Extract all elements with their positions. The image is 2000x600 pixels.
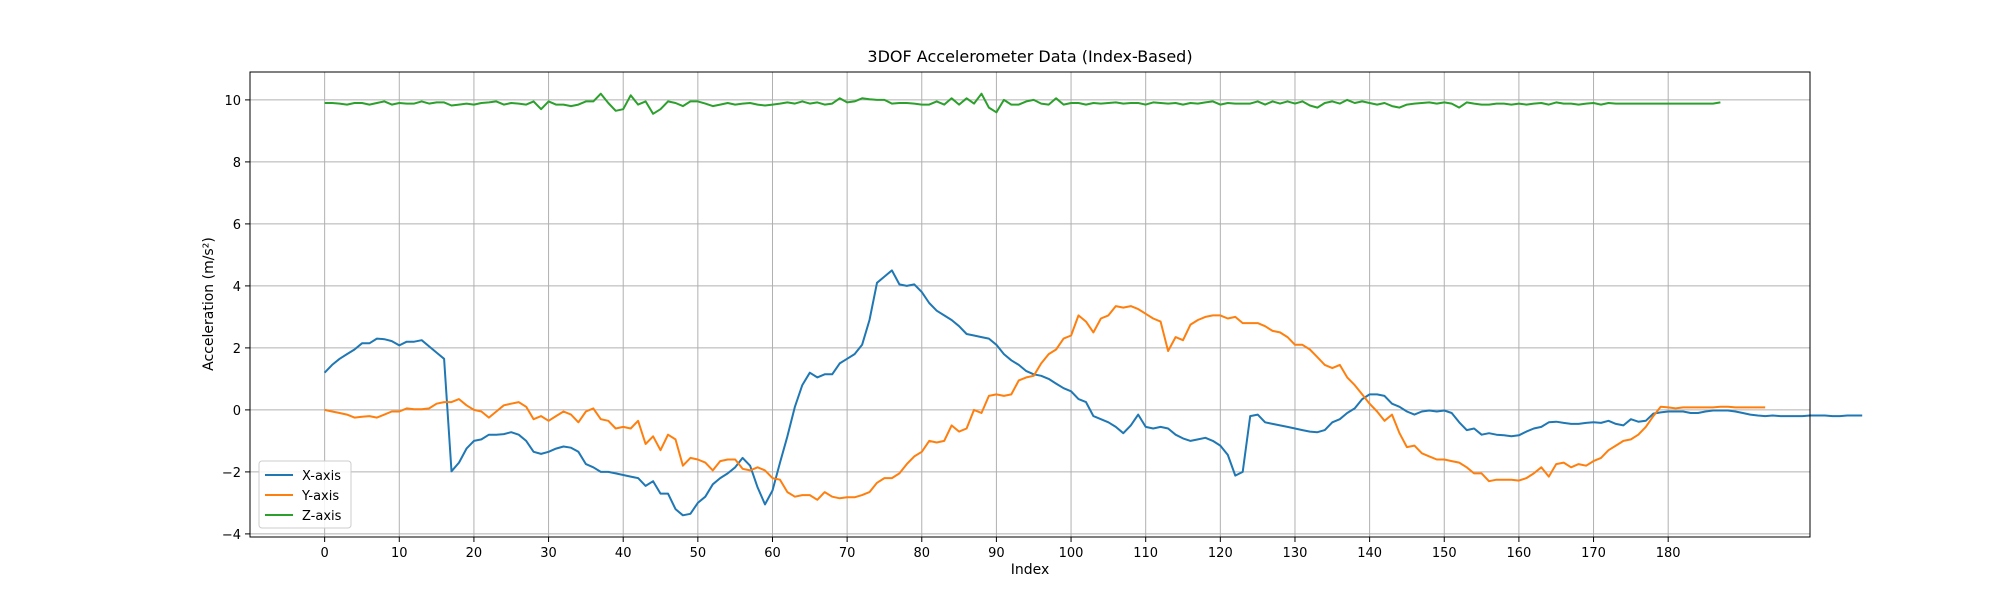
x-tick-label: 40 xyxy=(615,546,632,561)
x-tick-label: 130 xyxy=(1283,546,1308,561)
x-tick-label: 110 xyxy=(1133,546,1158,561)
y-tick-label: 4 xyxy=(233,280,241,295)
x-tick-label: 170 xyxy=(1581,546,1606,561)
chart-title: 3DOF Accelerometer Data (Index-Based) xyxy=(867,47,1192,66)
x-tick-label: 150 xyxy=(1432,546,1457,561)
legend: X-axis Y-axis Z-axis xyxy=(258,460,352,529)
x-axis-label: Index xyxy=(1011,562,1050,578)
x-tick-label: 100 xyxy=(1059,546,1084,561)
axis-ticks: 0 10 20 30 40 50 60 70 80 90 100 110 120 130 140 150 160… xyxy=(222,94,1681,561)
legend-label-y: Y-axis xyxy=(301,489,339,504)
x-tick-label: 90 xyxy=(988,546,1005,561)
y-axis-label: Acceleration (m/s²) xyxy=(201,237,217,371)
y-tick-label: −4 xyxy=(222,528,241,543)
y-tick-label: −2 xyxy=(222,466,241,481)
y-tick-label: 0 xyxy=(233,404,241,419)
y-tick-label: 10 xyxy=(224,94,241,109)
plot-frame xyxy=(249,71,1811,538)
x-tick-label: 70 xyxy=(839,546,856,561)
y-tick-label: 2 xyxy=(233,342,241,357)
y-tick-label: 8 xyxy=(233,156,241,171)
x-tick-label: 120 xyxy=(1208,546,1233,561)
x-tick-label: 50 xyxy=(690,546,707,561)
grid xyxy=(250,72,1810,537)
x-tick-label: 180 xyxy=(1656,546,1681,561)
x-tick-label: 0 xyxy=(321,546,329,561)
x-tick-label: 30 xyxy=(540,546,557,561)
x-tick-label: 20 xyxy=(466,546,483,561)
x-tick-label: 160 xyxy=(1506,546,1531,561)
series-lines xyxy=(323,92,1863,517)
series-line-x-axis xyxy=(323,269,1863,517)
y-tick-label: 6 xyxy=(233,218,241,233)
x-tick-label: 140 xyxy=(1357,546,1382,561)
x-tick-label: 60 xyxy=(764,546,781,561)
legend-label-x: X-axis xyxy=(302,469,341,484)
series-line-z-axis xyxy=(324,92,1721,115)
legend-label-z: Z-axis xyxy=(302,509,342,524)
legend-box xyxy=(258,460,352,529)
x-tick-label: 10 xyxy=(391,546,408,561)
series-line-y-axis xyxy=(324,305,1766,501)
x-tick-label: 80 xyxy=(913,546,930,561)
